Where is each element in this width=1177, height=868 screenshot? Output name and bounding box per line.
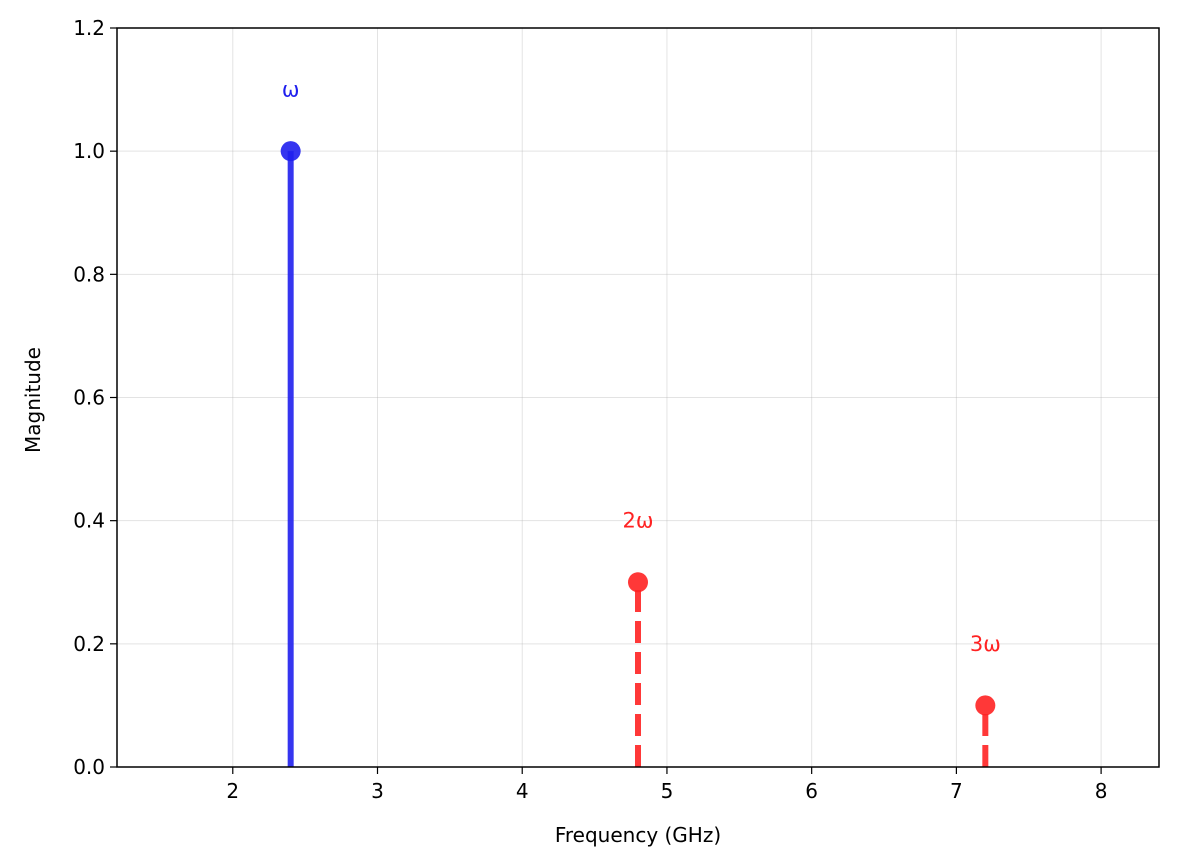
x-tick-label: 3 — [371, 779, 384, 803]
stem-label: 2ω — [623, 509, 654, 533]
y-tick-label: 0.2 — [73, 632, 105, 656]
x-tick-label: 4 — [516, 779, 529, 803]
x-tick-label: 6 — [805, 779, 818, 803]
y-tick-label: 1.2 — [73, 16, 105, 40]
stem-marker — [280, 141, 301, 162]
x-tick-label: 2 — [226, 779, 239, 803]
y-tick-label: 0.0 — [73, 755, 105, 779]
y-tick-label: 0.4 — [73, 509, 105, 533]
stem-series: ω 2ω 3ω — [280, 78, 1001, 767]
y-tick-label: 0.6 — [73, 386, 105, 410]
stem-marker — [975, 695, 996, 716]
x-axis-ticks: 2 3 4 5 6 7 8 — [226, 767, 1107, 803]
y-axis-label: Magnitude — [21, 347, 45, 453]
x-tick-label: 8 — [1095, 779, 1108, 803]
y-tick-label: 0.8 — [73, 262, 105, 286]
stem-label: ω — [282, 78, 300, 102]
x-axis-label: Frequency (GHz) — [555, 823, 721, 847]
x-tick-label: 5 — [661, 779, 674, 803]
y-tick-label: 1.0 — [73, 139, 105, 163]
stem-marker — [628, 572, 648, 593]
x-tick-label: 7 — [950, 779, 963, 803]
y-axis-ticks: 0.0 0.2 0.4 0.6 0.8 1.0 1.2 — [73, 16, 117, 779]
stem-label: 3ω — [970, 632, 1001, 656]
